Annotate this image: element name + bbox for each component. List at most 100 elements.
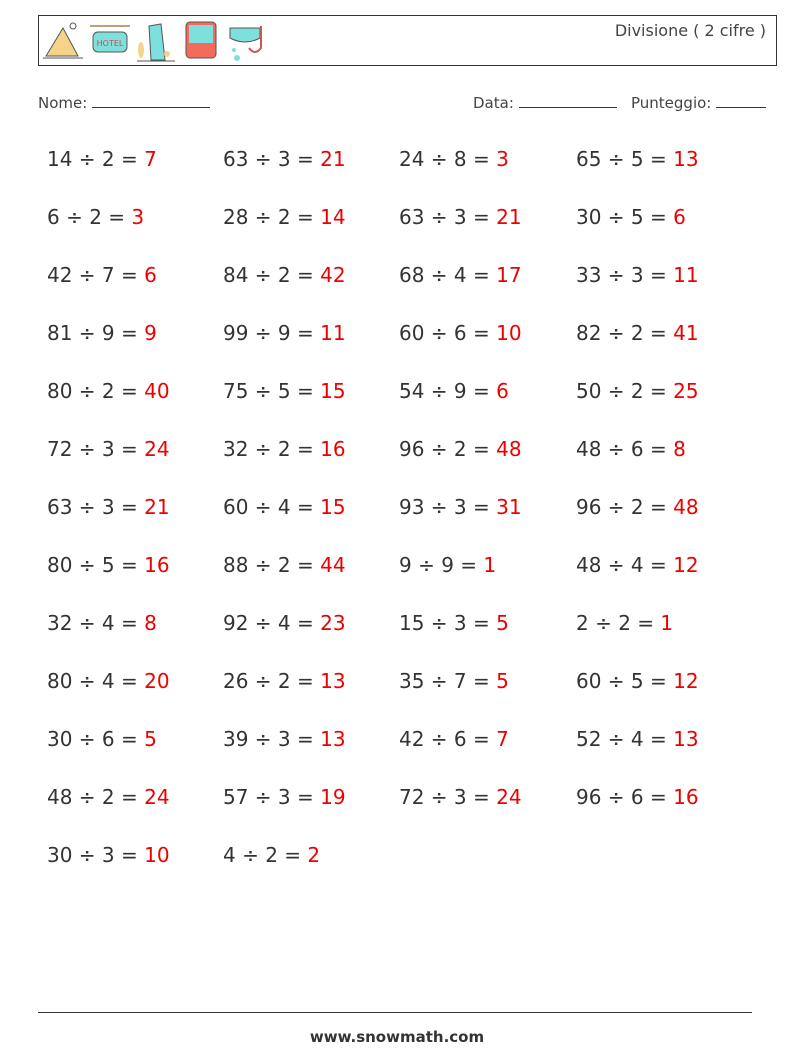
problem-question: 30 ÷ 6 = (47, 727, 145, 751)
footer-divider (38, 1012, 752, 1013)
problem-answer: 9 (144, 321, 157, 345)
problem: 28 ÷ 2 = 14 (223, 205, 346, 229)
problem-question: 60 ÷ 6 = (399, 321, 497, 345)
problem: 65 ÷ 5 = 13 (576, 147, 699, 171)
problem: 32 ÷ 2 = 16 (223, 437, 346, 461)
problem-question: 93 ÷ 3 = (399, 495, 497, 519)
problem-answer: 31 (496, 495, 522, 519)
problem-question: 82 ÷ 2 = (576, 321, 674, 345)
problem-question: 72 ÷ 3 = (399, 785, 497, 809)
problem: 93 ÷ 3 = 31 (399, 495, 522, 519)
problem-answer: 6 (144, 263, 157, 287)
problem-answer: 48 (673, 495, 699, 519)
problem: 54 ÷ 9 = 6 (399, 379, 509, 403)
problem-question: 54 ÷ 9 = (399, 379, 497, 403)
problem-answer: 21 (320, 147, 346, 171)
score-field[interactable]: Punteggio: (631, 93, 767, 112)
problem-answer: 3 (131, 205, 145, 229)
problem-answer: 16 (320, 437, 346, 461)
worksheet-title: Divisione ( 2 cifre ) (614, 21, 766, 40)
problem-question: 88 ÷ 2 = (223, 553, 321, 577)
problem-question: 52 ÷ 4 = (576, 727, 674, 751)
problem-answer: 12 (673, 553, 699, 577)
problem: 68 ÷ 4 = 17 (399, 263, 522, 287)
problem: 72 ÷ 3 = 24 (47, 437, 170, 461)
score-label: Punteggio: (631, 94, 712, 112)
problem-question: 96 ÷ 2 = (399, 437, 497, 461)
problem-answer: 2 (307, 843, 321, 867)
problem: 72 ÷ 3 = 24 (399, 785, 522, 809)
problem-question: 99 ÷ 9 = (223, 321, 321, 345)
problem: 60 ÷ 5 = 12 (576, 669, 699, 693)
problem-answer: 41 (673, 321, 699, 345)
problem-answer: 15 (320, 379, 346, 403)
problem-question: 35 ÷ 7 = (399, 669, 497, 693)
problem-question: 32 ÷ 4 = (47, 611, 145, 635)
problem-answer: 10 (144, 843, 170, 867)
date-label: Data: (473, 94, 514, 112)
problem: 82 ÷ 2 = 41 (576, 321, 699, 345)
problem-question: 15 ÷ 3 = (399, 611, 497, 635)
problem-question: 72 ÷ 3 = (47, 437, 145, 461)
problem: 63 ÷ 3 = 21 (399, 205, 522, 229)
problem-question: 33 ÷ 3 = (576, 263, 674, 287)
problem: 63 ÷ 3 = 21 (47, 495, 170, 519)
problem-answer: 7 (144, 147, 157, 171)
date-field[interactable]: Data: (473, 93, 617, 112)
problem-answer: 7 (496, 727, 509, 751)
name-field[interactable]: Nome: (38, 93, 211, 112)
problem-question: 50 ÷ 2 = (576, 379, 674, 403)
problem: 50 ÷ 2 = 25 (576, 379, 699, 403)
problem-question: 60 ÷ 5 = (576, 669, 674, 693)
name-label: Nome: (38, 94, 88, 112)
problem: 42 ÷ 6 = 7 (399, 727, 509, 751)
problem-question: 28 ÷ 2 = (223, 205, 321, 229)
problem-answer: 13 (673, 727, 699, 751)
problem-question: 84 ÷ 2 = (223, 263, 321, 287)
svg-text:HOTEL: HOTEL (97, 39, 124, 48)
problem: 42 ÷ 7 = 6 (47, 263, 157, 287)
problem-question: 30 ÷ 5 = (576, 205, 674, 229)
problem-answer: 5 (144, 727, 157, 751)
problem-question: 48 ÷ 4 = (576, 553, 674, 577)
problem: 96 ÷ 6 = 16 (576, 785, 699, 809)
problem: 26 ÷ 2 = 13 (223, 669, 346, 693)
problem: 15 ÷ 3 = 5 (399, 611, 509, 635)
problem-answer: 3 (496, 147, 509, 171)
problem: 48 ÷ 6 = 8 (576, 437, 686, 461)
problem: 60 ÷ 6 = 10 (399, 321, 522, 345)
problem-answer: 11 (320, 321, 346, 345)
problem-question: 4 ÷ 2 = (223, 843, 308, 867)
problem-question: 42 ÷ 7 = (47, 263, 145, 287)
problem: 30 ÷ 5 = 6 (576, 205, 686, 229)
problem: 60 ÷ 4 = 15 (223, 495, 346, 519)
pyramid-icon (43, 22, 83, 59)
problem-question: 32 ÷ 2 = (223, 437, 321, 461)
problem: 9 ÷ 9 = 1 (399, 553, 496, 577)
problem: 92 ÷ 4 = 23 (223, 611, 346, 635)
problem-question: 39 ÷ 3 = (223, 727, 321, 751)
problem-answer: 10 (496, 321, 522, 345)
problem-answer: 19 (320, 785, 346, 809)
problem-question: 92 ÷ 4 = (223, 611, 321, 635)
snorkel-mask-icon (229, 26, 262, 61)
problem-question: 26 ÷ 2 = (223, 669, 321, 693)
problem-question: 80 ÷ 5 = (47, 553, 145, 577)
problem-question: 42 ÷ 6 = (399, 727, 497, 751)
problem-answer: 21 (496, 205, 522, 229)
hotel-sign-icon: HOTEL (90, 25, 130, 53)
problem-answer: 17 (496, 263, 522, 287)
bus-icon (185, 21, 217, 59)
problem-question: 80 ÷ 4 = (47, 669, 145, 693)
problem-answer: 40 (144, 379, 170, 403)
problem-answer: 13 (673, 147, 699, 171)
problem-question: 2 ÷ 2 = (576, 611, 661, 635)
problem-answer: 14 (320, 205, 346, 229)
problem: 63 ÷ 3 = 21 (223, 147, 346, 171)
problem-answer: 25 (673, 379, 699, 403)
problem-answer: 13 (320, 669, 346, 693)
problem-question: 63 ÷ 3 = (47, 495, 145, 519)
problem-question: 65 ÷ 5 = (576, 147, 674, 171)
problem: 48 ÷ 4 = 12 (576, 553, 699, 577)
